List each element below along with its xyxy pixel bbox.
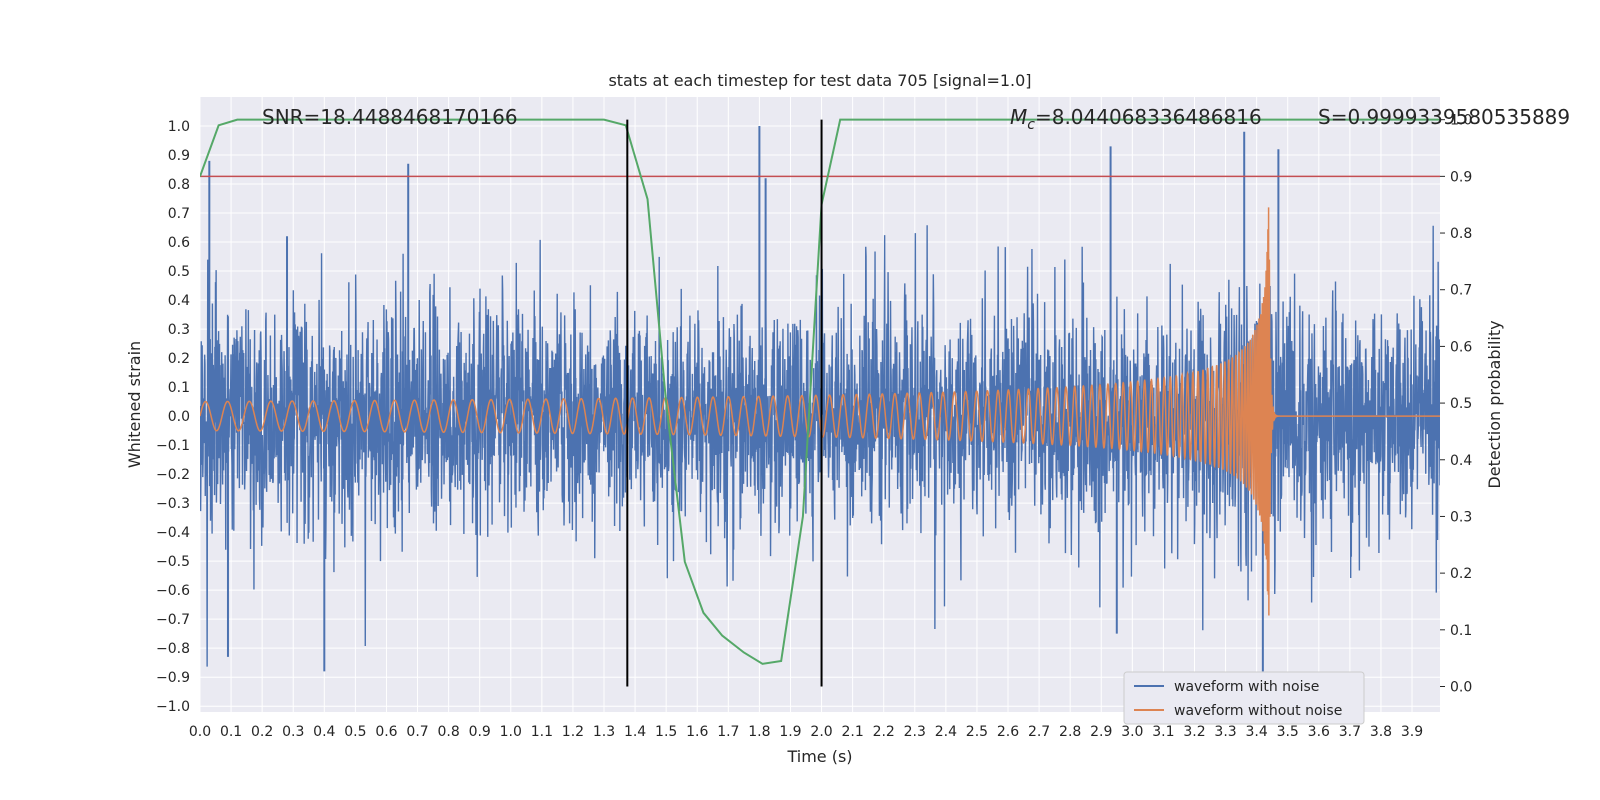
- y-axis-left: −1.0 −0.9 −0.8 −0.7 −0.6 −0.5 −0.4 −0.3 −0.2 −0.1…: [156, 119, 190, 715]
- x-tick-label: 2.2: [873, 724, 895, 740]
- y-tick-label-left: −0.7: [156, 612, 190, 628]
- y-tick-label-left: 0.3: [168, 322, 190, 338]
- x-tick-label: 2.8: [1059, 724, 1081, 740]
- x-tick-label: 2.0: [810, 724, 832, 740]
- x-tick-label: 0.8: [437, 724, 459, 740]
- x-tick-label: 3.7: [1339, 724, 1361, 740]
- x-tick-label: 2.3: [904, 724, 926, 740]
- x-tick-label: 1.3: [593, 724, 615, 740]
- legend-box: [1123, 671, 1365, 725]
- x-tick-label: 2.9: [1090, 724, 1112, 740]
- y-tick-label-left: −0.8: [156, 641, 190, 657]
- x-tick-label: 3.5: [1277, 724, 1299, 740]
- x-tick-label: 2.6: [997, 724, 1019, 740]
- y-tick-label-left: 0.8: [168, 177, 190, 193]
- x-tick-label: 0.5: [344, 724, 366, 740]
- score-annotation: S=0.9999339580535889: [1318, 105, 1570, 129]
- x-tick-label: 0.6: [375, 724, 397, 740]
- legend: waveform with noise waveform without noi…: [1123, 671, 1365, 725]
- y-tick-label-left: −0.9: [156, 670, 190, 686]
- x-tick-label: 1.9: [779, 724, 801, 740]
- y-tick-label-right: 0.8: [1450, 226, 1472, 242]
- y-axis-right-label: Detection probability: [1485, 320, 1504, 488]
- snr-annotation: SNR=18.4488468170166: [262, 105, 518, 129]
- x-tick-label: 1.0: [500, 724, 522, 740]
- y-tick-label-left: 0.2: [168, 351, 190, 367]
- y-tick-label-left: −0.3: [156, 496, 190, 512]
- y-tick-label-left: 0.9: [168, 148, 190, 164]
- y-axis-right: 0.0 0.1 0.2 0.3 0.4 0.5 0.6 0.7 0.8 0.9 1.0: [1440, 113, 1472, 695]
- legend-entry-clean: waveform without noise: [1174, 703, 1342, 719]
- y-tick-label-right: 0.7: [1450, 283, 1472, 299]
- x-tick-label: 1.4: [624, 724, 646, 740]
- y-tick-label-left: −0.5: [156, 554, 190, 570]
- y-tick-label-right: 0.0: [1450, 679, 1472, 695]
- x-tick-label: 1.2: [562, 724, 584, 740]
- y-tick-label-left: −0.1: [156, 438, 190, 454]
- y-tick-label-left: 0.4: [168, 293, 190, 309]
- legend-entry-noise: waveform with noise: [1174, 679, 1319, 695]
- x-tick-label: 1.5: [655, 724, 677, 740]
- x-tick-label: 0.0: [189, 724, 211, 740]
- y-tick-label-left: 0.0: [168, 409, 190, 425]
- chart-title: stats at each timestep for test data 705…: [608, 71, 1031, 90]
- y-tick-label-left: 0.1: [168, 380, 190, 396]
- x-tick-label: 0.2: [251, 724, 273, 740]
- plot-area: [199, 97, 1440, 712]
- x-axis: 0.0 0.1 0.2 0.3 0.4 0.5 0.6 0.7 0.8 0.9 1.0 1.1 1.2 1…: [189, 724, 1423, 740]
- y-tick-label-right: 0.2: [1450, 566, 1472, 582]
- chirp-mass-annotation: Mc=8.044068336486816: [1010, 105, 1262, 133]
- series-line-probability: [200, 118, 1440, 665]
- x-tick-label: 3.3: [1214, 724, 1236, 740]
- y-tick-label-left: −0.2: [156, 467, 190, 483]
- y-tick-label-right: 1.0: [1450, 113, 1472, 129]
- x-tick-label: 1.1: [531, 724, 553, 740]
- x-tick-label: 2.1: [841, 724, 863, 740]
- y-tick-label-right: 0.3: [1450, 509, 1472, 525]
- x-tick-label: 0.4: [313, 724, 335, 740]
- y-tick-label-left: −0.6: [156, 583, 190, 599]
- x-tick-label: 0.9: [469, 724, 491, 740]
- y-tick-label-left: 0.6: [168, 235, 190, 251]
- series-group: [200, 118, 1440, 672]
- x-tick-label: 3.2: [1183, 724, 1205, 740]
- y-tick-label-left: −0.4: [156, 525, 190, 541]
- y-tick-label-right: 0.1: [1450, 623, 1472, 639]
- y-tick-label-right: 0.5: [1450, 396, 1472, 412]
- x-tick-label: 3.9: [1401, 724, 1423, 740]
- y-tick-label-right: 0.9: [1450, 169, 1472, 185]
- x-tick-label: 1.6: [686, 724, 708, 740]
- x-tick-label: 1.7: [717, 724, 739, 740]
- x-tick-label: 1.8: [748, 724, 770, 740]
- y-tick-label-right: 0.4: [1450, 453, 1472, 469]
- y-tick-label-left: 0.7: [168, 206, 190, 222]
- y-tick-label-left: 0.5: [168, 264, 190, 280]
- y-tick-label-right: 0.6: [1450, 339, 1472, 355]
- x-tick-label: 2.7: [1028, 724, 1050, 740]
- x-tick-label: 0.7: [406, 724, 428, 740]
- x-tick-label: 3.1: [1152, 724, 1174, 740]
- x-tick-label: 3.0: [1121, 724, 1143, 740]
- x-tick-label: 0.3: [282, 724, 304, 740]
- x-tick-label: 2.4: [935, 724, 957, 740]
- y-axis-left-label: Whitened strain: [125, 341, 144, 468]
- x-axis-label: Time (s): [786, 747, 852, 766]
- x-tick-label: 3.6: [1308, 724, 1330, 740]
- x-tick-label: 2.5: [966, 724, 988, 740]
- x-tick-label: 3.4: [1246, 724, 1268, 740]
- x-tick-label: 3.8: [1370, 724, 1392, 740]
- x-tick-label: 0.1: [220, 724, 242, 740]
- series-line-clean: [200, 207, 1440, 616]
- y-tick-label-left: 1.0: [168, 119, 190, 135]
- y-tick-label-left: −1.0: [156, 699, 190, 715]
